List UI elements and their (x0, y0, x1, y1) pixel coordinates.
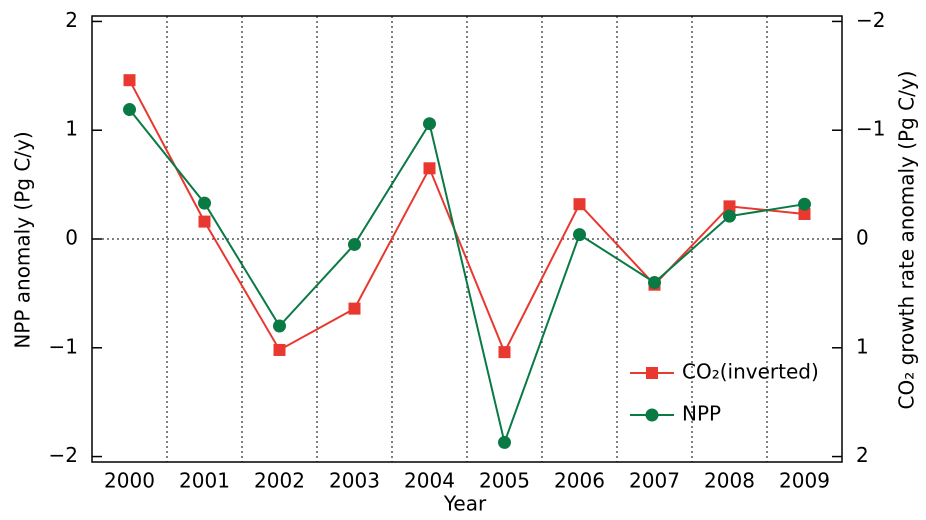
marker (573, 228, 586, 242)
marker (273, 319, 286, 333)
marker (498, 346, 511, 359)
plot-frame (91, 15, 843, 463)
marker (348, 237, 361, 251)
legend-marker (645, 408, 659, 422)
y-axis-label: NPP anomaly (Pg C/y) (11, 131, 35, 348)
y2-tick-label: −2 (856, 8, 885, 32)
marker (123, 74, 136, 87)
marker (573, 198, 586, 211)
x-tick-label: 2008 (704, 469, 755, 493)
x-tick-label: 2006 (554, 469, 605, 493)
marker (723, 200, 736, 213)
legend-label: NPP (682, 402, 721, 426)
marker (198, 196, 211, 210)
series-line (128, 79, 805, 355)
marker (723, 209, 736, 223)
y2-tick-label: 1 (856, 334, 869, 358)
x-tick-label: 2007 (629, 469, 680, 493)
x-tick-label: 2003 (329, 469, 380, 493)
marker (498, 435, 511, 449)
x-tick-label: 2005 (479, 469, 530, 493)
y2-axis-label: CO₂ growth rate anomaly (Pg C/y) (895, 71, 919, 410)
marker (423, 162, 436, 175)
x-tick-label: 2009 (779, 469, 830, 493)
marker (423, 117, 436, 131)
marker (798, 197, 811, 211)
y-tick-label: −1 (49, 334, 78, 358)
y-tick-label: −2 (49, 443, 78, 467)
y2-tick-label: 2 (856, 443, 869, 467)
y-tick-label: 2 (65, 8, 78, 32)
x-tick-label: 2001 (179, 469, 230, 493)
marker (348, 302, 361, 315)
x-axis-label: Year (443, 492, 487, 516)
x-tick-label: 2004 (404, 469, 455, 493)
y2-tick-label: 0 (856, 226, 869, 250)
marker (273, 343, 286, 356)
marker (123, 103, 136, 117)
marker (798, 207, 811, 220)
x-tick-label: 2002 (254, 469, 305, 493)
y2-tick-label: −1 (856, 117, 885, 141)
legend-marker (646, 367, 658, 379)
legend-label: CO₂(inverted) (682, 360, 819, 384)
marker (648, 276, 661, 290)
marker (198, 215, 211, 228)
series-line (128, 108, 805, 446)
x-tick-label: 2000 (104, 469, 155, 493)
y-tick-label: 0 (65, 226, 78, 250)
y-tick-label: 1 (65, 117, 78, 141)
